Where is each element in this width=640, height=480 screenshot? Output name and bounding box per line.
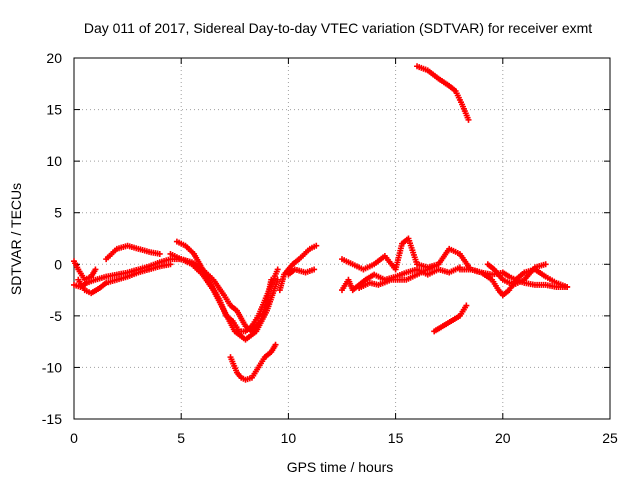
y-tick-label: 10 bbox=[46, 153, 62, 169]
series-sat-e bbox=[173, 238, 281, 335]
data-point bbox=[564, 283, 571, 290]
data-point bbox=[463, 302, 470, 309]
y-tick-label: -10 bbox=[42, 359, 62, 375]
series-sat-g bbox=[178, 256, 275, 335]
series-sat-k bbox=[339, 264, 463, 294]
y-tick-label: -15 bbox=[42, 411, 62, 427]
data-points bbox=[71, 63, 571, 383]
y-tick-label: -5 bbox=[50, 308, 63, 324]
data-point bbox=[92, 266, 99, 273]
data-point bbox=[268, 276, 275, 283]
x-axis-label: GPS time / hours bbox=[287, 459, 394, 475]
x-tick-label: 0 bbox=[70, 430, 78, 446]
x-tick-label: 15 bbox=[388, 430, 404, 446]
series-sat-h bbox=[227, 341, 279, 383]
series-sat-b bbox=[71, 258, 99, 283]
data-point bbox=[542, 261, 549, 268]
chart-title: Day 011 of 2017, Sidereal Day-to-day VTE… bbox=[84, 20, 592, 36]
y-axis-ticks: -15 -10 -5 0 5 10 15 20 bbox=[42, 50, 610, 427]
series-sat-n bbox=[431, 302, 470, 335]
y-tick-label: 15 bbox=[46, 102, 62, 118]
y-axis-label: SDTVAR / TECUs bbox=[8, 183, 24, 295]
series-sat-o bbox=[414, 63, 472, 123]
series-sat-a bbox=[71, 256, 191, 290]
x-tick-label: 20 bbox=[495, 430, 511, 446]
series-sat-r bbox=[484, 261, 549, 288]
data-point bbox=[274, 266, 281, 273]
x-tick-label: 25 bbox=[602, 430, 618, 446]
series-sat-q bbox=[478, 266, 571, 299]
series-sat-j bbox=[285, 266, 318, 278]
series-sat-m bbox=[356, 245, 485, 292]
data-point bbox=[465, 116, 472, 123]
series-sat-i bbox=[276, 242, 320, 294]
data-point bbox=[311, 266, 318, 273]
series-sat-c bbox=[75, 261, 174, 297]
series-sat-l bbox=[339, 235, 442, 273]
x-axis-ticks: 0 5 10 15 20 25 bbox=[70, 58, 618, 446]
y-tick-label: 0 bbox=[54, 256, 62, 272]
series-sat-d bbox=[103, 242, 163, 263]
x-tick-label: 5 bbox=[177, 430, 185, 446]
y-tick-label: 20 bbox=[46, 50, 62, 66]
data-point bbox=[167, 261, 174, 268]
x-tick-label: 10 bbox=[281, 430, 297, 446]
data-point bbox=[274, 276, 281, 283]
plot-frame bbox=[73, 57, 611, 420]
y-tick-label: 5 bbox=[54, 205, 62, 221]
data-point bbox=[156, 250, 163, 257]
data-point bbox=[313, 242, 320, 249]
grid-lines bbox=[74, 58, 610, 419]
data-point bbox=[272, 341, 279, 348]
